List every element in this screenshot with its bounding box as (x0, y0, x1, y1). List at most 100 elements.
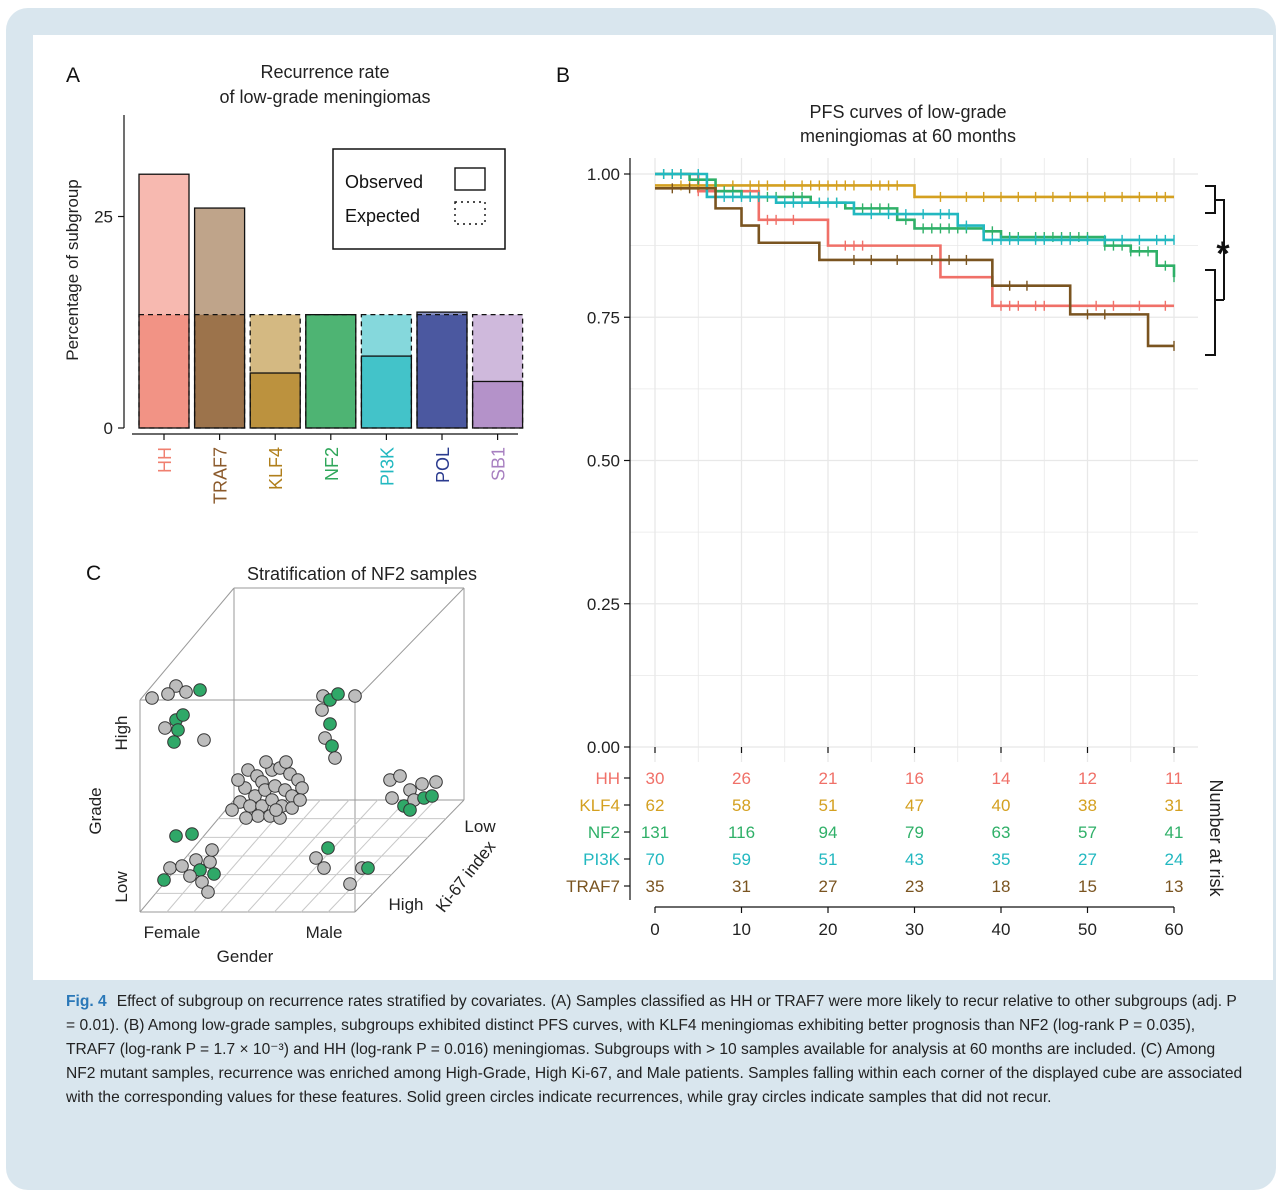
panel-a-title-line-2: of low-grade meningiomas (219, 87, 430, 107)
legend-expected-label: Expected (345, 206, 420, 226)
c-x-tick-male: Male (306, 923, 343, 942)
panel-c-title: Stratification of NF2 samples (247, 564, 477, 584)
no-recurrence-point (293, 793, 307, 807)
no-recurrence-point (393, 769, 407, 783)
recurrence-point (193, 683, 207, 697)
risk-value: 40 (992, 796, 1011, 815)
no-recurrence-point (285, 801, 299, 815)
no-recurrence-point (197, 733, 211, 747)
c-floor-grid (300, 799, 407, 913)
no-recurrence-point (163, 861, 177, 875)
panel-label-b: B (556, 64, 570, 87)
risk-value: 23 (905, 877, 924, 896)
bar-dark-pol (417, 314, 467, 428)
risk-value: 63 (992, 823, 1011, 842)
panel-c-3d-scatter: Stratification of NF2 samples High Low G… (86, 564, 500, 966)
c-floor-grid (247, 799, 350, 913)
c-z-tick-high: High (389, 895, 424, 914)
legend-expected-swatch (454, 201, 486, 225)
risk-value: 59 (732, 850, 751, 869)
recurrence-point (425, 789, 439, 803)
c-y-axis-label: Grade (86, 787, 105, 834)
c-y-tick-low: Low (112, 871, 131, 903)
risk-value: 51 (819, 796, 838, 815)
panel-a-category-label: TRAF7 (211, 447, 231, 504)
b-y-tick-label: 0.75 (587, 308, 620, 327)
risk-value: 18 (992, 877, 1011, 896)
no-recurrence-point (169, 679, 183, 693)
panel-a-legend: Observed Expected (332, 148, 506, 250)
bar-expected-nf2 (305, 313, 357, 429)
recurrence-point (323, 717, 337, 731)
c-floor-grid (220, 799, 321, 913)
risk-table-title: Number at risk (1206, 779, 1226, 897)
risk-row-label-pi3k: PI3K (583, 850, 621, 869)
risk-value: 15 (1078, 877, 1097, 896)
risk-value: 26 (732, 769, 751, 788)
no-recurrence-point (415, 777, 429, 791)
risk-value: 16 (905, 769, 924, 788)
no-recurrence-point (429, 775, 443, 789)
c-z-tick-low: Low (464, 817, 496, 836)
no-recurrence-point (231, 773, 245, 787)
km-curve-pi3k (655, 172, 1174, 242)
no-recurrence-point (343, 877, 357, 891)
no-recurrence-point (295, 781, 309, 795)
risk-value: 31 (1165, 796, 1184, 815)
risk-value: 131 (641, 823, 669, 842)
bar-observed-traf7 (193, 207, 246, 429)
b-x-tick-label: 40 (992, 920, 1011, 939)
risk-value: 13 (1165, 877, 1184, 896)
panel-a-y-tick-label: 0 (104, 419, 113, 438)
b-y-tick-label: 1.00 (587, 165, 620, 184)
recurrence-point (185, 827, 199, 841)
panel-label-c: C (86, 562, 101, 585)
risk-value: 21 (819, 769, 838, 788)
no-recurrence-point (317, 861, 331, 875)
risk-value: 38 (1078, 796, 1097, 815)
bar-expected-klf4 (249, 313, 301, 429)
risk-value: 43 (905, 850, 924, 869)
b-y-tick-label: 0.50 (587, 452, 620, 471)
no-recurrence-point (309, 851, 323, 865)
panel-a-category-label: HH (155, 447, 175, 473)
no-recurrence-point (175, 859, 189, 873)
panel-a-category-label: POL (433, 447, 453, 483)
km-curve-traf7 (655, 187, 1174, 348)
c-cube-edge (354, 587, 465, 701)
bar-expected-traf7 (193, 313, 246, 429)
recurrence-point (176, 708, 190, 722)
panel-a-category-label: PI3K (377, 447, 397, 486)
b-x-tick-label: 30 (905, 920, 924, 939)
significance-brackets (1205, 185, 1225, 356)
recurrence-point (361, 861, 375, 875)
bar-dark-traf7 (194, 314, 245, 428)
risk-value: 14 (992, 769, 1011, 788)
risk-value: 57 (1078, 823, 1097, 842)
b-x-tick-label: 10 (732, 920, 751, 939)
c-x-tick-female: Female (144, 923, 201, 942)
c-floor-grid (274, 799, 379, 913)
bar-expected-hh (138, 313, 190, 429)
recurrence-point (403, 803, 417, 817)
risk-value: 11 (1165, 769, 1183, 788)
figure-caption: Fig. 4 Effect of subgroup on recurrence r… (66, 990, 1246, 1110)
no-recurrence-point (279, 755, 293, 769)
risk-value: 47 (905, 796, 924, 815)
panel-b-title-line-2: meningiomas at 60 months (800, 126, 1016, 146)
c-floor-grid (327, 799, 436, 913)
b-x-tick-label: 60 (1165, 920, 1184, 939)
bar-dark-nf2 (305, 314, 356, 428)
risk-value: 58 (732, 796, 751, 815)
risk-value: 70 (646, 850, 665, 869)
bar-expected-pi3k (360, 313, 413, 429)
recurrence-point (169, 829, 183, 843)
caption-text: Effect of subgroup on recurrence rates s… (66, 993, 1243, 1106)
legend-observed-label: Observed (345, 172, 423, 192)
caption-figure-label: Fig. 4 (66, 993, 107, 1010)
no-recurrence-point (315, 703, 329, 717)
bar-dark-hh (139, 314, 189, 428)
bar-light-traf7 (194, 208, 245, 315)
no-recurrence-point (195, 875, 209, 889)
recurrence-point (321, 841, 335, 855)
